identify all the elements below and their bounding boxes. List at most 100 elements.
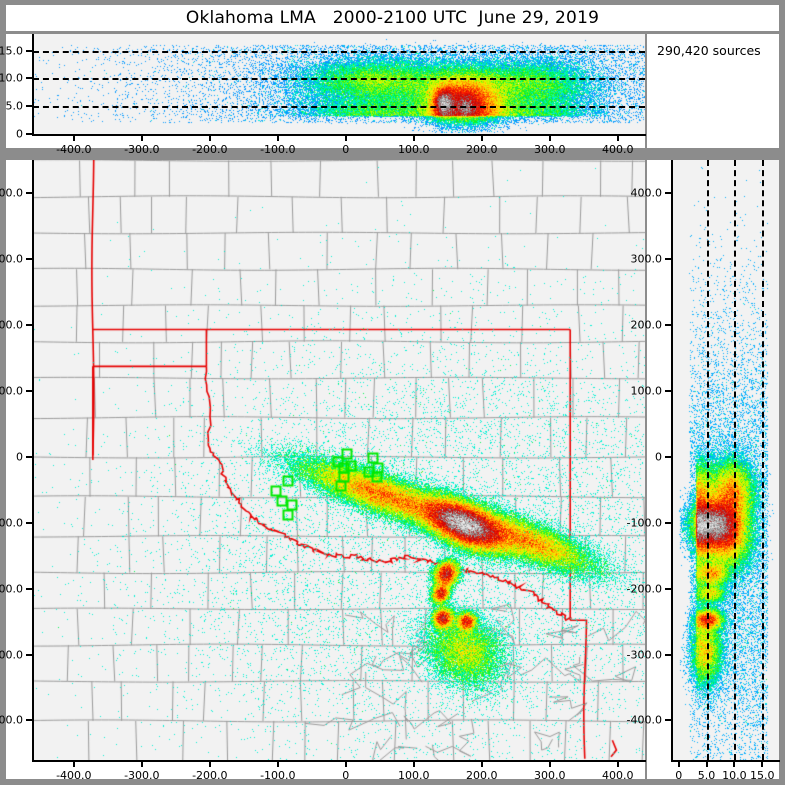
x-tick-label: 15.0 bbox=[750, 769, 775, 782]
y-tick bbox=[665, 257, 672, 260]
x-tick-label: 300.0 bbox=[534, 143, 566, 156]
x-tick bbox=[72, 134, 75, 141]
y-tick bbox=[665, 587, 672, 590]
sources-panel: 290,420 sources bbox=[647, 34, 779, 148]
y-tick-label: 100.0 bbox=[630, 384, 663, 398]
gridline-horizontal bbox=[33, 78, 645, 81]
y-tick bbox=[26, 587, 33, 590]
y-tick-label: 400.0 bbox=[630, 186, 663, 200]
y-tick bbox=[26, 105, 33, 108]
main-map-panel bbox=[6, 160, 645, 779]
x-tick bbox=[616, 760, 619, 767]
x-tick-label: 0 bbox=[342, 143, 350, 156]
x-tick-label: -100.0 bbox=[260, 143, 296, 156]
x-tick bbox=[276, 760, 279, 767]
y-tick-label: -400.0 bbox=[0, 713, 23, 727]
x-tick bbox=[140, 134, 143, 141]
x-tick-label: 0 bbox=[342, 769, 350, 782]
gridline-vertical bbox=[706, 160, 709, 760]
y-tick bbox=[26, 77, 33, 80]
y-tick-label: -300.0 bbox=[626, 648, 662, 661]
x-tick-label: 0 bbox=[675, 769, 683, 782]
x-tick bbox=[208, 134, 211, 141]
y-tick-label: 300.0 bbox=[0, 252, 23, 266]
y-tick bbox=[665, 719, 672, 722]
x-tick-label: -300.0 bbox=[124, 769, 160, 782]
gridline-vertical bbox=[734, 160, 737, 760]
y-tick-label: -100.0 bbox=[626, 516, 662, 530]
right-altitude-canvas bbox=[672, 160, 779, 760]
y-tick bbox=[26, 191, 33, 194]
title-bar: Oklahoma LMA 2000-2100 UTC June 29, 2019 bbox=[6, 5, 779, 31]
x-tick-label: 5.0 bbox=[697, 769, 716, 782]
y-tick bbox=[665, 323, 672, 326]
page-title: Oklahoma LMA 2000-2100 UTC June 29, 2019 bbox=[185, 8, 600, 28]
x-tick-label: -300.0 bbox=[124, 143, 160, 156]
y-tick bbox=[26, 521, 33, 524]
x-tick-label: -100.0 bbox=[260, 769, 296, 782]
y-tick-label: 0 bbox=[16, 450, 23, 464]
y-tick bbox=[665, 455, 672, 458]
y-tick-label: -400.0 bbox=[626, 713, 662, 727]
y-tick bbox=[665, 191, 672, 194]
y-tick-label: 0 bbox=[655, 450, 662, 464]
y-tick bbox=[26, 133, 33, 135]
x-tick-label: -200.0 bbox=[192, 769, 228, 782]
y-tick-label: 15.0 bbox=[0, 44, 23, 58]
y-tick-label: -200.0 bbox=[0, 582, 23, 596]
x-tick bbox=[344, 134, 347, 141]
x-tick-label: -400.0 bbox=[56, 143, 92, 156]
source-count-label: 290,420 sources bbox=[657, 43, 761, 58]
x-tick bbox=[705, 760, 708, 767]
y-tick-label: 400.0 bbox=[0, 186, 23, 200]
x-tick-label: 400.0 bbox=[602, 143, 634, 156]
y-tick-label: -100.0 bbox=[0, 516, 23, 530]
x-tick bbox=[677, 760, 680, 767]
plan-view-plot[interactable] bbox=[33, 160, 645, 760]
y-tick-label: 0 bbox=[16, 127, 23, 141]
x-tick-label: 100.0 bbox=[398, 769, 430, 782]
x-tick-label: 200.0 bbox=[466, 143, 498, 156]
y-tick-label: -200.0 bbox=[626, 582, 662, 596]
y-tick bbox=[26, 455, 33, 458]
x-tick-label: 100.0 bbox=[398, 143, 430, 156]
x-tick bbox=[480, 134, 483, 141]
right-altitude-plot[interactable] bbox=[672, 160, 779, 760]
x-tick bbox=[616, 134, 619, 141]
x-tick-label: 10.0 bbox=[722, 769, 747, 782]
x-tick bbox=[412, 134, 415, 141]
y-axis-line bbox=[32, 34, 34, 134]
y-tick-label: 5.0 bbox=[5, 99, 24, 113]
y-tick bbox=[26, 323, 33, 326]
y-axis-line bbox=[671, 160, 673, 760]
x-tick bbox=[548, 760, 551, 767]
gridline-vertical bbox=[762, 160, 765, 760]
station-markers-canvas bbox=[33, 160, 645, 760]
y-tick bbox=[26, 719, 33, 722]
x-axis-line bbox=[671, 760, 780, 762]
y-tick-label: 10.0 bbox=[0, 71, 23, 85]
y-tick-label: -300.0 bbox=[0, 648, 23, 661]
x-tick-label: 200.0 bbox=[466, 769, 498, 782]
y-tick-label: 100.0 bbox=[0, 384, 23, 398]
y-tick bbox=[26, 389, 33, 392]
x-tick bbox=[140, 760, 143, 767]
x-axis-line bbox=[32, 134, 646, 136]
x-tick bbox=[344, 760, 347, 767]
x-tick bbox=[480, 760, 483, 767]
y-tick bbox=[665, 653, 672, 656]
x-tick-label: 400.0 bbox=[602, 769, 634, 782]
x-tick bbox=[276, 134, 279, 141]
y-tick bbox=[26, 49, 33, 52]
top-altitude-plot[interactable] bbox=[33, 34, 645, 134]
y-axis-line bbox=[32, 160, 34, 760]
y-tick bbox=[26, 257, 33, 260]
x-tick-label: -400.0 bbox=[56, 769, 92, 782]
x-tick bbox=[761, 760, 764, 767]
x-tick bbox=[72, 760, 75, 767]
gridline-horizontal bbox=[33, 50, 645, 53]
y-tick-label: 300.0 bbox=[630, 252, 663, 266]
x-tick bbox=[733, 760, 736, 767]
x-axis-line bbox=[32, 760, 646, 762]
